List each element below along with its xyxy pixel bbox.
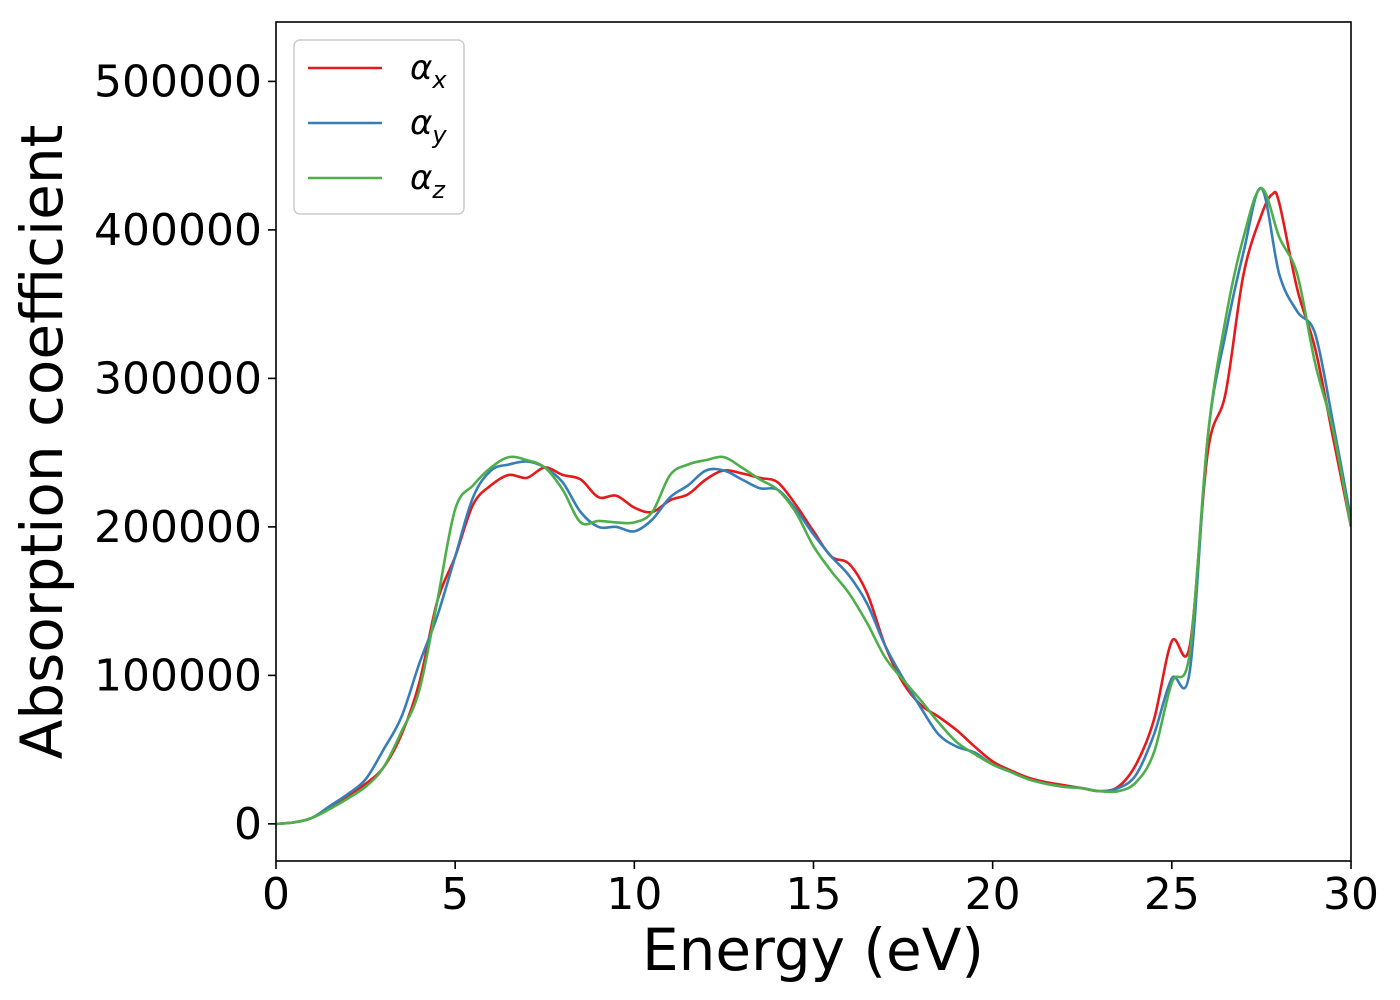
y-tick-label: 500000 bbox=[94, 56, 262, 107]
x-tick-label: 5 bbox=[441, 869, 469, 920]
series-layer bbox=[276, 186, 1351, 826]
x-axis-ticks: 0 5 10 15 20 25 30 bbox=[262, 861, 1379, 920]
y-tick-label: 0 bbox=[234, 799, 262, 850]
x-tick-label: 25 bbox=[1144, 869, 1200, 920]
y-tick-label: 200000 bbox=[94, 502, 262, 553]
x-tick-label: 15 bbox=[786, 869, 842, 920]
y-axis-ticks: 0 100000 200000 300000 400000 500000 bbox=[94, 56, 276, 850]
series-line-alpha-z bbox=[276, 187, 1351, 826]
x-axis-label: Energy (eV) bbox=[642, 916, 984, 984]
x-tick-label: 30 bbox=[1323, 869, 1379, 920]
y-tick-label: 300000 bbox=[94, 353, 262, 404]
x-tick-label: 20 bbox=[965, 869, 1021, 920]
y-tick-label: 100000 bbox=[94, 650, 262, 701]
x-tick-label: 0 bbox=[262, 869, 290, 920]
x-tick-label: 10 bbox=[606, 869, 662, 920]
legend-box bbox=[293, 39, 465, 215]
y-axis-label: Absorption coefficient bbox=[8, 125, 76, 760]
y-tick-label: 400000 bbox=[94, 205, 262, 256]
